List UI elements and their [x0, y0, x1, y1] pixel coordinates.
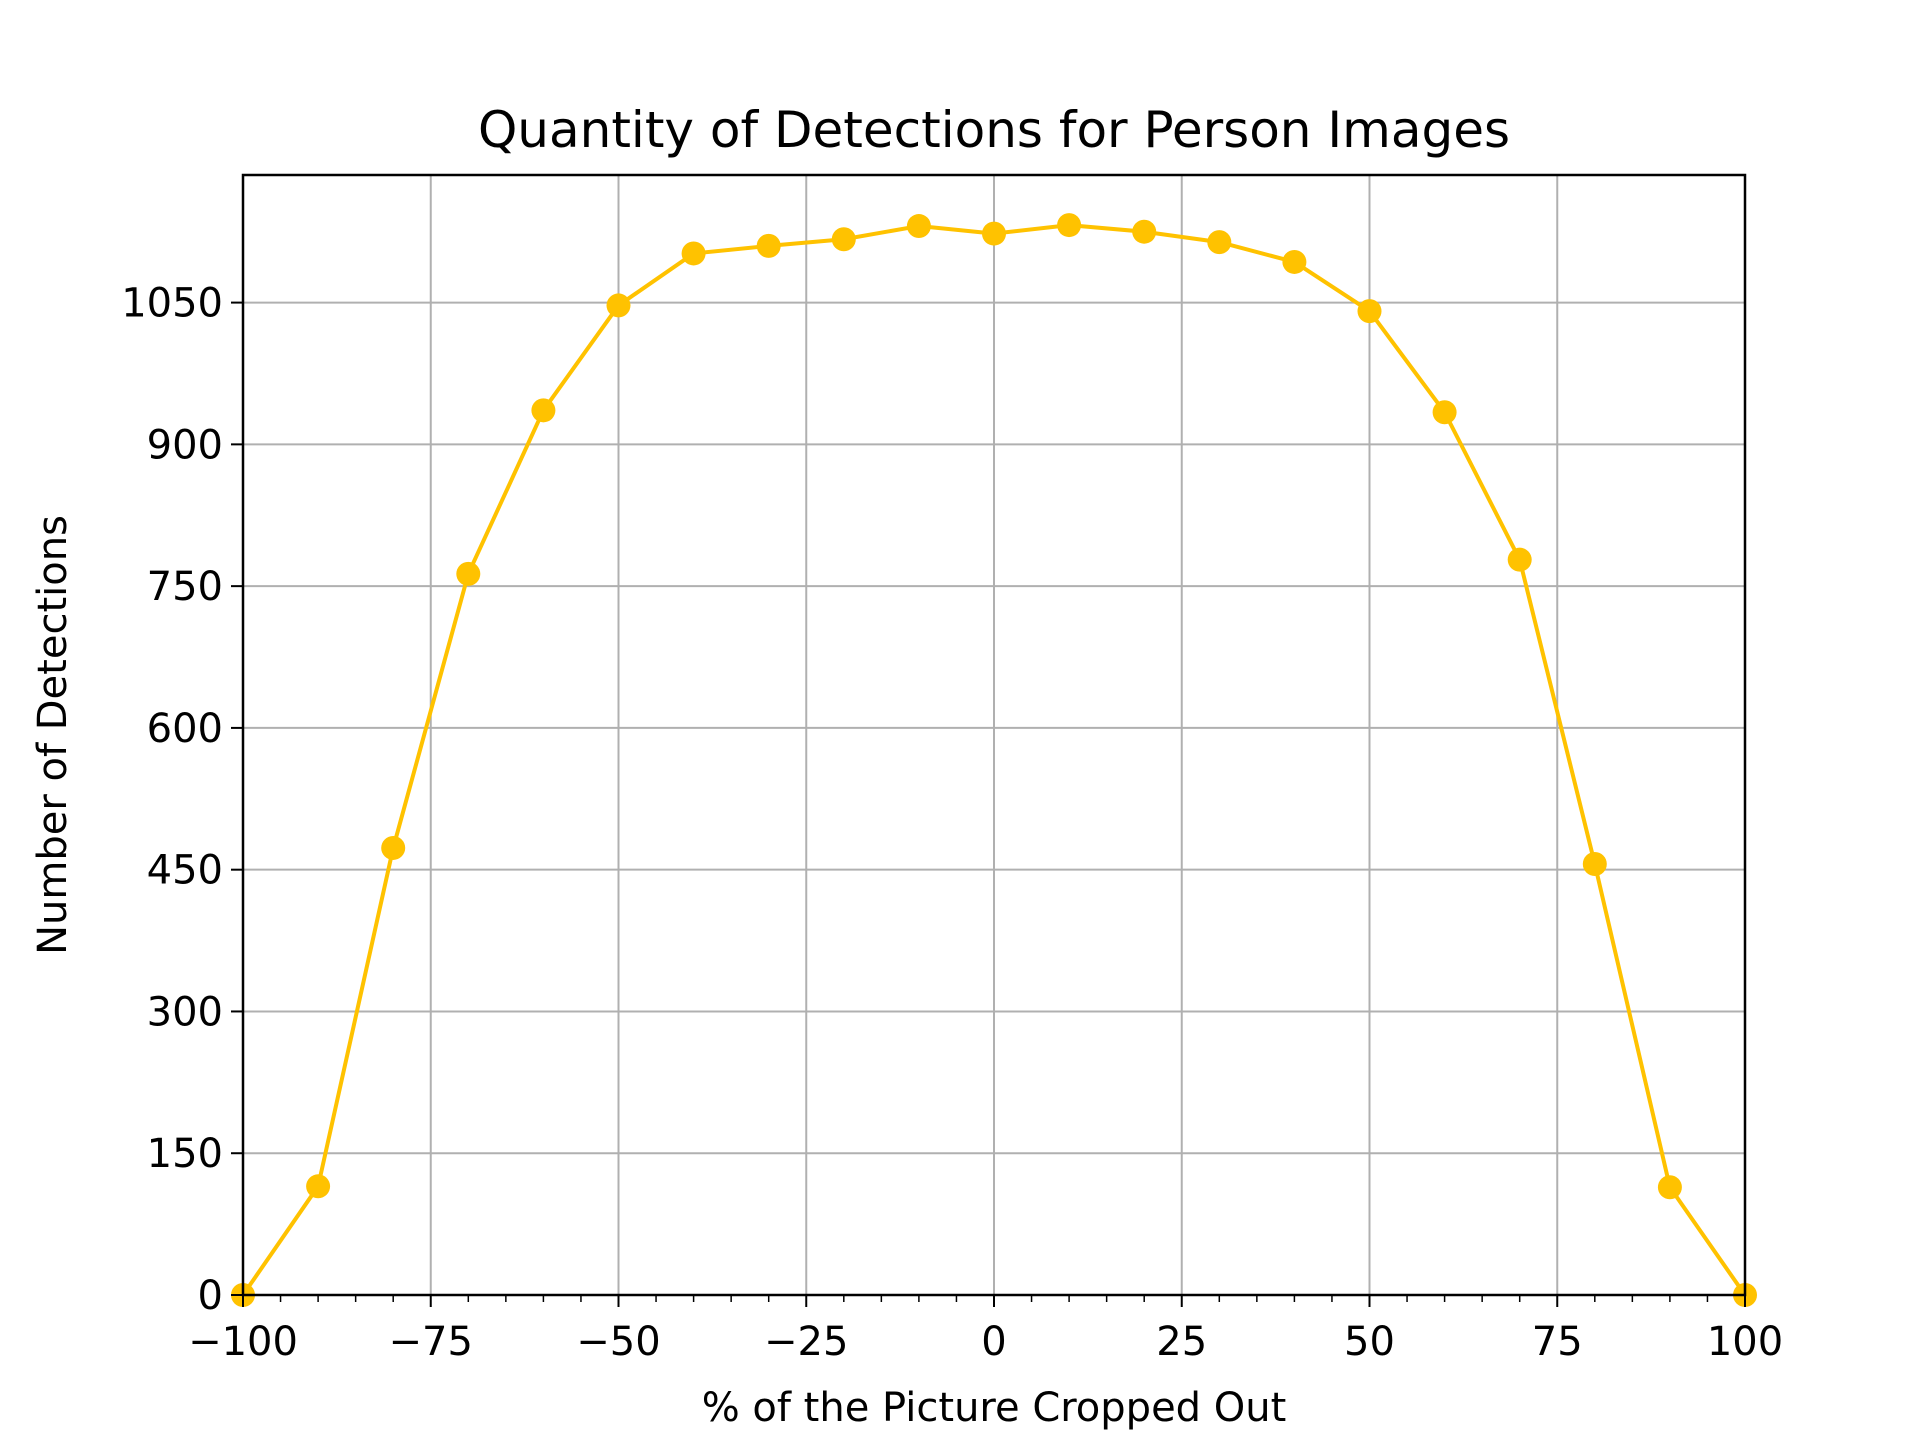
data-point	[1057, 213, 1082, 238]
data-point	[982, 221, 1006, 246]
data-point	[1582, 852, 1607, 877]
y-tick-label: 0	[198, 1273, 223, 1319]
x-tick-label: 25	[1156, 1319, 1207, 1365]
data-point	[606, 293, 631, 318]
data-point	[1282, 249, 1307, 274]
data-point	[681, 241, 706, 266]
data-point	[306, 1174, 331, 1199]
x-tick-label: −75	[389, 1319, 473, 1365]
x-tick-label: 75	[1532, 1319, 1583, 1365]
x-tick-label: 100	[1707, 1319, 1783, 1365]
x-tick-label: −100	[188, 1319, 298, 1365]
y-axis-label: Number of Detections	[30, 515, 76, 955]
data-point	[756, 233, 781, 258]
x-axis-label: % of the Picture Cropped Out	[702, 1385, 1287, 1431]
x-tick-label: 0	[981, 1319, 1006, 1365]
y-tick-label: 750	[147, 564, 223, 610]
x-tick-label: −25	[764, 1319, 848, 1365]
series-layer	[231, 213, 1757, 1307]
x-tick-label: 50	[1344, 1319, 1395, 1365]
tick-layer: −100 −75 −50 −25 0 25 50 75 100 0 150 300 450 600 750 9…	[121, 281, 1783, 1365]
data-point	[1657, 1175, 1682, 1200]
grid-layer	[242, 175, 1746, 1296]
y-tick-label: 1050	[121, 281, 223, 327]
y-tick-label: 600	[147, 706, 223, 752]
data-point	[1432, 400, 1457, 425]
data-point	[531, 398, 556, 423]
data-point	[1507, 547, 1532, 572]
data-point	[1132, 219, 1157, 244]
data-point	[906, 214, 931, 239]
data-point	[456, 561, 481, 586]
data-point	[831, 227, 856, 252]
y-tick-label: 900	[147, 422, 223, 468]
data-point	[381, 835, 406, 860]
data-point	[1207, 230, 1232, 255]
y-tick-label: 150	[147, 1131, 223, 1177]
chart-title: Quantity of Detections for Person Images	[478, 101, 1510, 159]
y-tick-label: 450	[147, 848, 223, 894]
x-tick-label: −50	[576, 1319, 660, 1365]
data-point	[1357, 299, 1382, 324]
y-tick-label: 300	[147, 989, 223, 1035]
